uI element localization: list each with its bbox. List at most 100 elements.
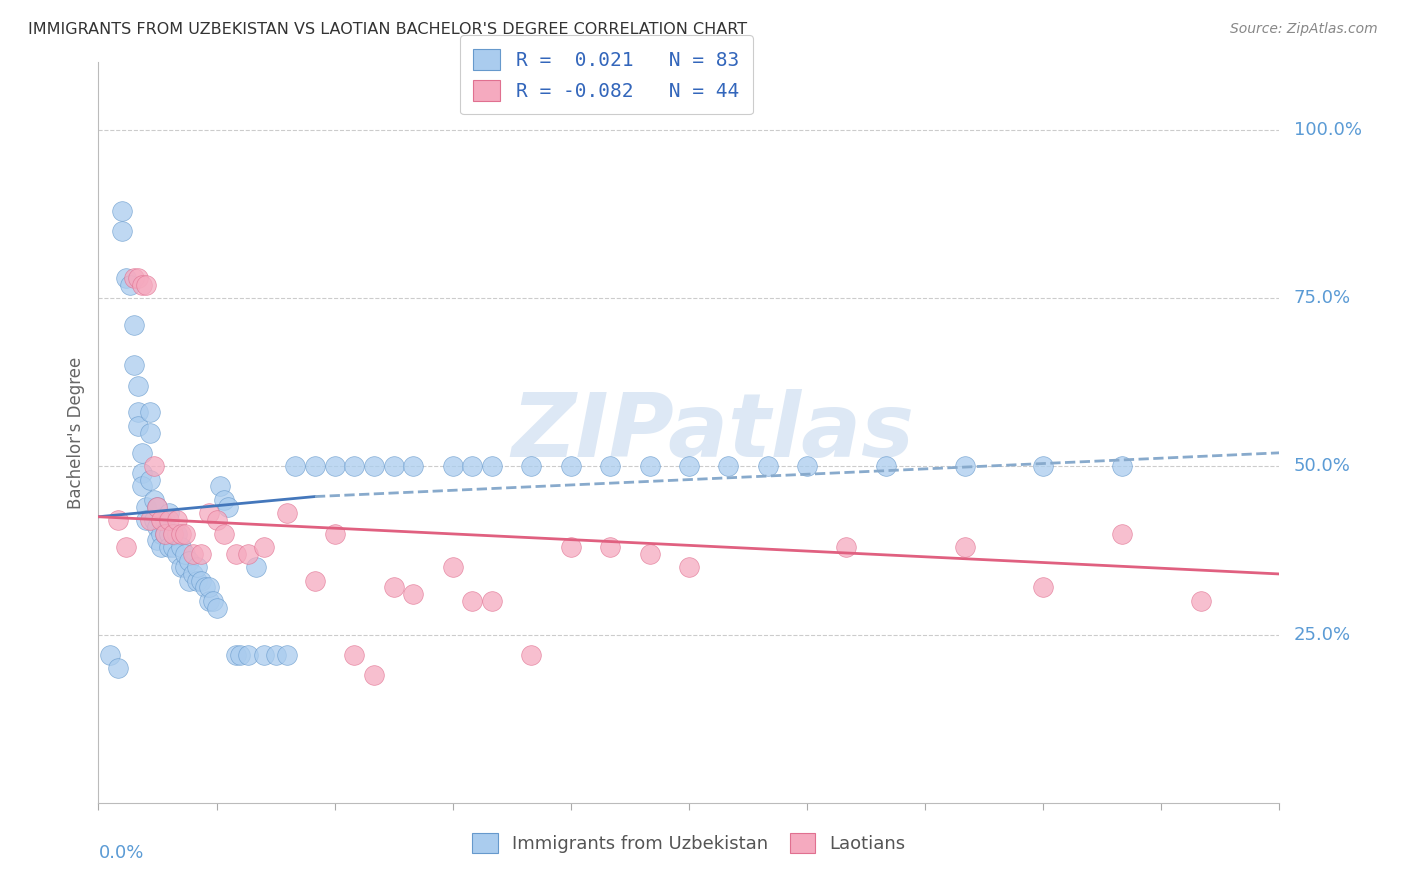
- Point: [323, 459, 346, 474]
- Point: [953, 459, 976, 474]
- Point: [363, 459, 385, 474]
- Point: [142, 492, 165, 507]
- Point: [131, 466, 153, 480]
- Point: [138, 473, 160, 487]
- Point: [284, 459, 307, 474]
- Point: [236, 648, 259, 662]
- Point: [520, 648, 543, 662]
- Point: [155, 526, 177, 541]
- Point: [402, 459, 425, 474]
- Point: [953, 540, 976, 554]
- Point: [174, 560, 197, 574]
- Text: IMMIGRANTS FROM UZBEKISTAN VS LAOTIAN BACHELOR'S DEGREE CORRELATION CHART: IMMIGRANTS FROM UZBEKISTAN VS LAOTIAN BA…: [28, 22, 747, 37]
- Point: [181, 547, 204, 561]
- Text: ZIPatlas: ZIPatlas: [510, 389, 914, 476]
- Text: 25.0%: 25.0%: [1294, 625, 1351, 643]
- Point: [1032, 459, 1054, 474]
- Point: [115, 540, 138, 554]
- Point: [155, 513, 177, 527]
- Point: [276, 507, 298, 521]
- Point: [157, 507, 180, 521]
- Point: [98, 648, 121, 662]
- Point: [131, 277, 153, 292]
- Point: [127, 270, 149, 285]
- Point: [382, 581, 405, 595]
- Point: [170, 560, 193, 574]
- Point: [461, 459, 484, 474]
- Point: [461, 594, 484, 608]
- Point: [166, 547, 188, 561]
- Point: [236, 547, 259, 561]
- Point: [135, 513, 157, 527]
- Point: [1032, 581, 1054, 595]
- Point: [205, 600, 228, 615]
- Point: [197, 594, 219, 608]
- Point: [638, 459, 661, 474]
- Text: 75.0%: 75.0%: [1294, 289, 1351, 307]
- Point: [194, 581, 217, 595]
- Point: [225, 648, 247, 662]
- Point: [107, 513, 129, 527]
- Point: [170, 526, 193, 541]
- Point: [190, 547, 212, 561]
- Point: [441, 459, 464, 474]
- Point: [111, 224, 134, 238]
- Point: [190, 574, 212, 588]
- Point: [382, 459, 405, 474]
- Point: [343, 648, 366, 662]
- Point: [197, 581, 219, 595]
- Point: [560, 540, 582, 554]
- Point: [155, 526, 177, 541]
- Y-axis label: Bachelor's Degree: Bachelor's Degree: [66, 357, 84, 508]
- Point: [174, 547, 197, 561]
- Point: [217, 500, 239, 514]
- Point: [560, 459, 582, 474]
- Point: [276, 648, 298, 662]
- Point: [157, 540, 180, 554]
- Point: [107, 661, 129, 675]
- Point: [304, 459, 326, 474]
- Point: [678, 459, 700, 474]
- Point: [111, 203, 134, 218]
- Point: [146, 500, 169, 514]
- Point: [177, 553, 200, 567]
- Point: [131, 479, 153, 493]
- Text: 100.0%: 100.0%: [1294, 120, 1361, 139]
- Point: [166, 513, 188, 527]
- Point: [599, 540, 621, 554]
- Point: [599, 459, 621, 474]
- Point: [122, 318, 145, 332]
- Point: [201, 594, 224, 608]
- Point: [875, 459, 897, 474]
- Point: [638, 547, 661, 561]
- Point: [135, 277, 157, 292]
- Point: [253, 648, 276, 662]
- Point: [264, 648, 287, 662]
- Point: [122, 270, 145, 285]
- Point: [225, 547, 247, 561]
- Point: [186, 574, 208, 588]
- Point: [441, 560, 464, 574]
- Point: [253, 540, 276, 554]
- Point: [157, 513, 180, 527]
- Point: [142, 459, 165, 474]
- Point: [481, 459, 503, 474]
- Point: [138, 425, 160, 440]
- Point: [146, 500, 169, 514]
- Point: [205, 513, 228, 527]
- Point: [481, 594, 503, 608]
- Point: [520, 459, 543, 474]
- Point: [146, 520, 169, 534]
- Point: [127, 378, 149, 392]
- Point: [343, 459, 366, 474]
- Legend: Immigrants from Uzbekistan, Laotians: Immigrants from Uzbekistan, Laotians: [465, 826, 912, 861]
- Point: [1111, 526, 1133, 541]
- Point: [150, 540, 173, 554]
- Text: Source: ZipAtlas.com: Source: ZipAtlas.com: [1230, 22, 1378, 37]
- Point: [162, 526, 184, 541]
- Text: 50.0%: 50.0%: [1294, 458, 1351, 475]
- Point: [323, 526, 346, 541]
- Point: [402, 587, 425, 601]
- Point: [796, 459, 818, 474]
- Point: [162, 540, 184, 554]
